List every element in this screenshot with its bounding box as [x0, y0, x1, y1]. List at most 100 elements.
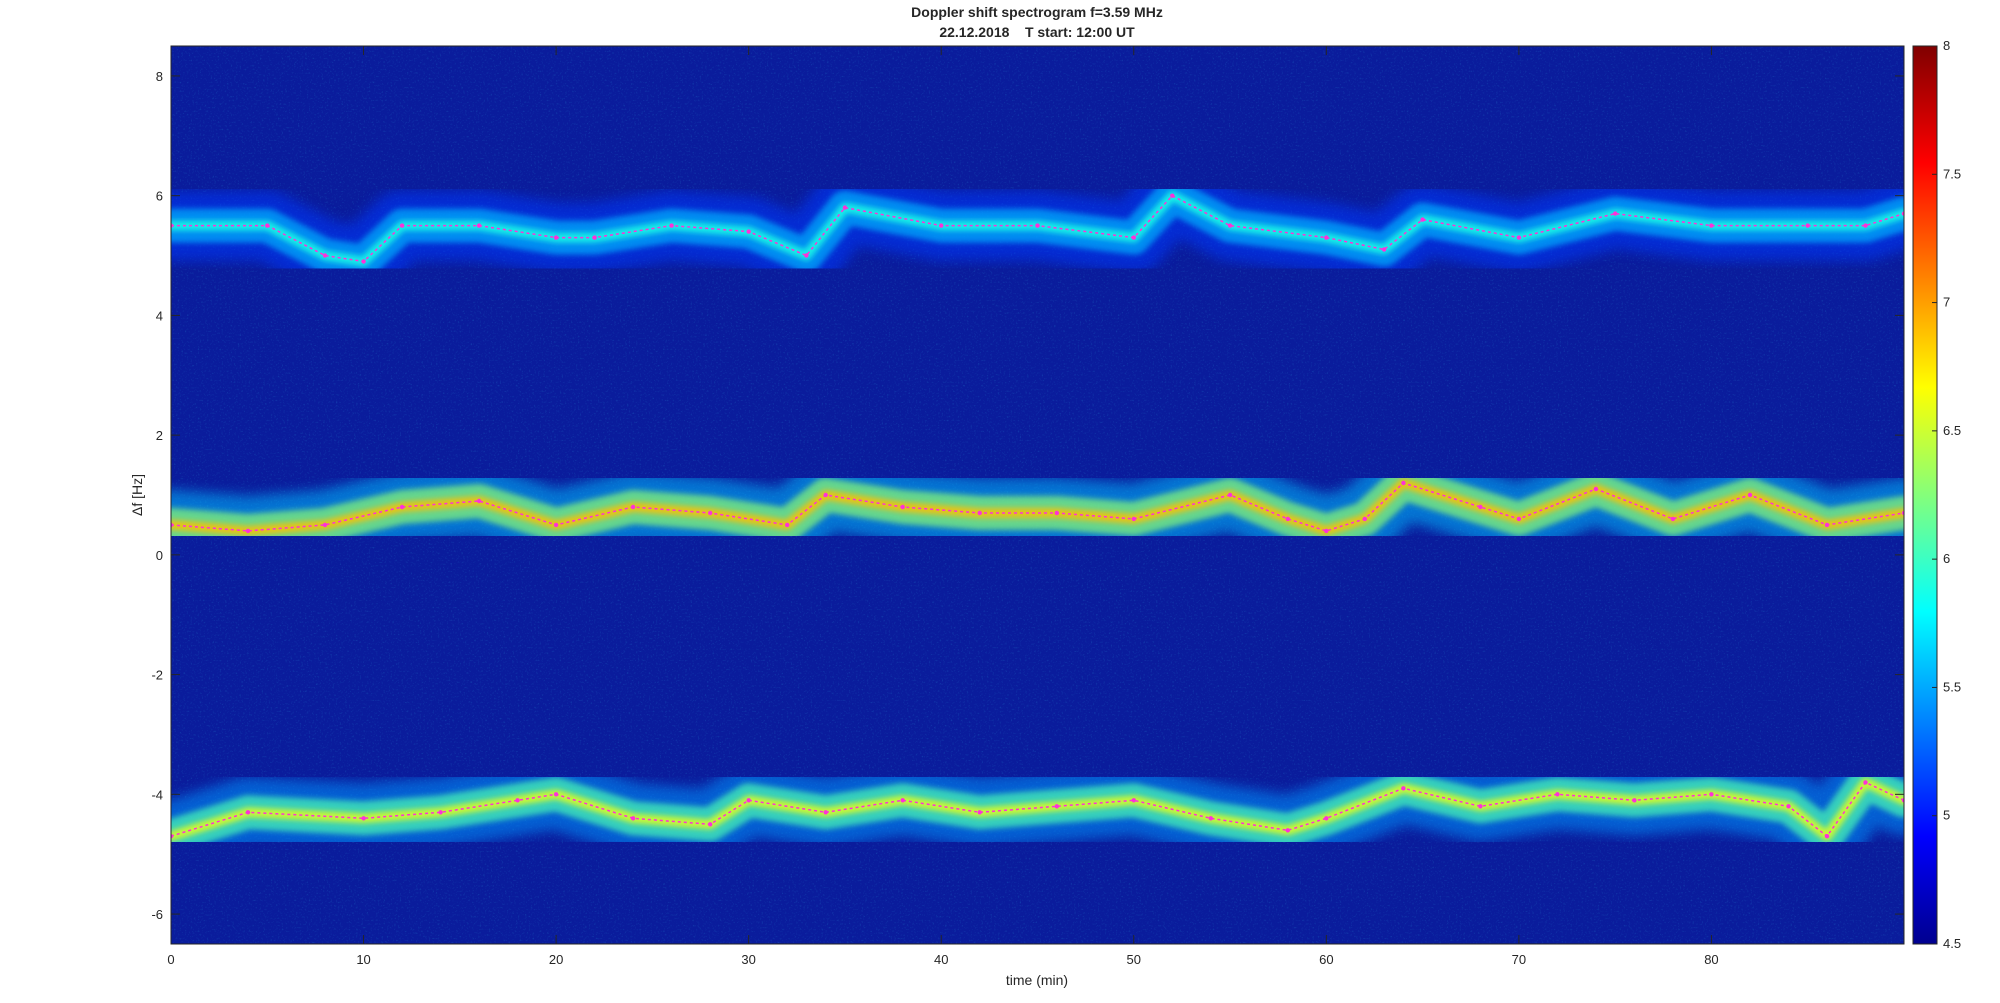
band-point [939, 223, 944, 228]
band-point [171, 522, 174, 528]
band-point [1324, 528, 1329, 534]
colorbar-ticks: 4.5 5 5.5 6 6.5 7 7.5 8 [1932, 38, 1961, 951]
band-trace-line [171, 482, 1904, 532]
band-1 [171, 160, 1904, 297]
y-tick-label: 4 [156, 308, 163, 323]
x-tick-label: 60 [1319, 952, 1333, 967]
band-point [1170, 193, 1175, 198]
band-point [1131, 516, 1137, 522]
band-point [1863, 780, 1868, 785]
band-point [1593, 486, 1599, 492]
y-axis-label: Δf [Hz] [129, 474, 145, 516]
band-point [1285, 828, 1291, 833]
band-3 [171, 747, 1904, 872]
band-point [1054, 510, 1060, 516]
band-point [1901, 211, 1904, 216]
band-point [630, 816, 636, 821]
chart-subtitle: 22.12.2018 T start: 12:00 UT [939, 24, 1135, 40]
band-point [900, 798, 905, 803]
band-point [1805, 223, 1810, 228]
colorbar-tick-label: 8 [1943, 38, 1950, 53]
band-point [1555, 792, 1560, 797]
band-point [1208, 816, 1214, 821]
plot-area [170, 45, 1905, 945]
band-point [1901, 510, 1904, 516]
band-point [1632, 798, 1637, 803]
band-point [669, 223, 674, 228]
band-point [1131, 235, 1137, 240]
band-point [553, 522, 559, 528]
chart-title: Doppler shift spectrogram f=3.59 MHz [911, 4, 1163, 20]
y-tick-label: -6 [151, 907, 163, 922]
band-trace-line [171, 781, 1904, 838]
band-point [1401, 786, 1406, 791]
band-point [476, 223, 482, 228]
band-point [592, 235, 597, 240]
band-point [785, 522, 790, 528]
colorbar: 4.5 5 5.5 6 6.5 7 7.5 8 [1912, 38, 1961, 951]
band-2 [171, 448, 1904, 566]
band-point [1478, 504, 1483, 510]
band-point [1131, 798, 1137, 803]
band-point [245, 810, 251, 815]
band-point [823, 492, 828, 498]
band-point [823, 810, 828, 815]
band-point [1516, 235, 1522, 240]
x-tick-label: 10 [356, 952, 370, 967]
band-point [1516, 516, 1522, 522]
band-point [361, 816, 366, 821]
band-point [361, 259, 366, 264]
x-tick-label: 20 [549, 952, 563, 967]
band-trace-line [171, 194, 1904, 263]
band-point [708, 510, 713, 516]
band-point [1709, 792, 1714, 797]
band-point [171, 223, 174, 228]
band-point [1613, 211, 1618, 216]
band-point [515, 798, 520, 803]
y-tick-label: -2 [151, 668, 163, 683]
band-point [746, 798, 751, 803]
band-point [746, 229, 751, 234]
band-point [1324, 235, 1329, 240]
band-point [630, 504, 636, 510]
band-point [322, 522, 328, 528]
y-tick-label: 8 [156, 69, 163, 84]
band-point [553, 235, 559, 240]
band-point [1227, 492, 1233, 498]
band-point [322, 253, 328, 258]
band-point [265, 223, 270, 228]
band-point [804, 253, 809, 258]
x-tick-label: 70 [1512, 952, 1526, 967]
band-point [1381, 247, 1387, 252]
band-point [1227, 223, 1233, 228]
band-point [1285, 516, 1291, 522]
band-point [553, 792, 559, 797]
band-point [1478, 804, 1483, 809]
band-point [1824, 522, 1830, 528]
band-point [708, 822, 713, 827]
band-point [399, 504, 405, 510]
band-point [1670, 516, 1676, 522]
plot-frame [170, 45, 1905, 945]
colorbar-tick-label: 6 [1943, 551, 1950, 566]
band-point [171, 834, 174, 839]
band-point [1901, 798, 1904, 803]
band-point [1863, 223, 1868, 228]
colorbar-tick-label: 7 [1943, 295, 1950, 310]
colorbar-gradient [1912, 45, 1938, 945]
band-point [977, 510, 982, 516]
x-tick-label: 0 [167, 952, 174, 967]
band-point [438, 810, 443, 815]
band-point [1420, 217, 1425, 222]
colorbar-tick-label: 4.5 [1943, 936, 1961, 951]
y-tick-label: 2 [156, 428, 163, 443]
band-point [476, 498, 482, 504]
band-point [1747, 492, 1753, 498]
signal-bands [171, 160, 1904, 872]
y-tick-label: 0 [156, 548, 163, 563]
band-point [1401, 480, 1406, 486]
y-tick-label: -4 [151, 787, 163, 802]
band-point [1824, 834, 1830, 839]
x-tick-label: 40 [934, 952, 948, 967]
band-point [977, 810, 982, 815]
